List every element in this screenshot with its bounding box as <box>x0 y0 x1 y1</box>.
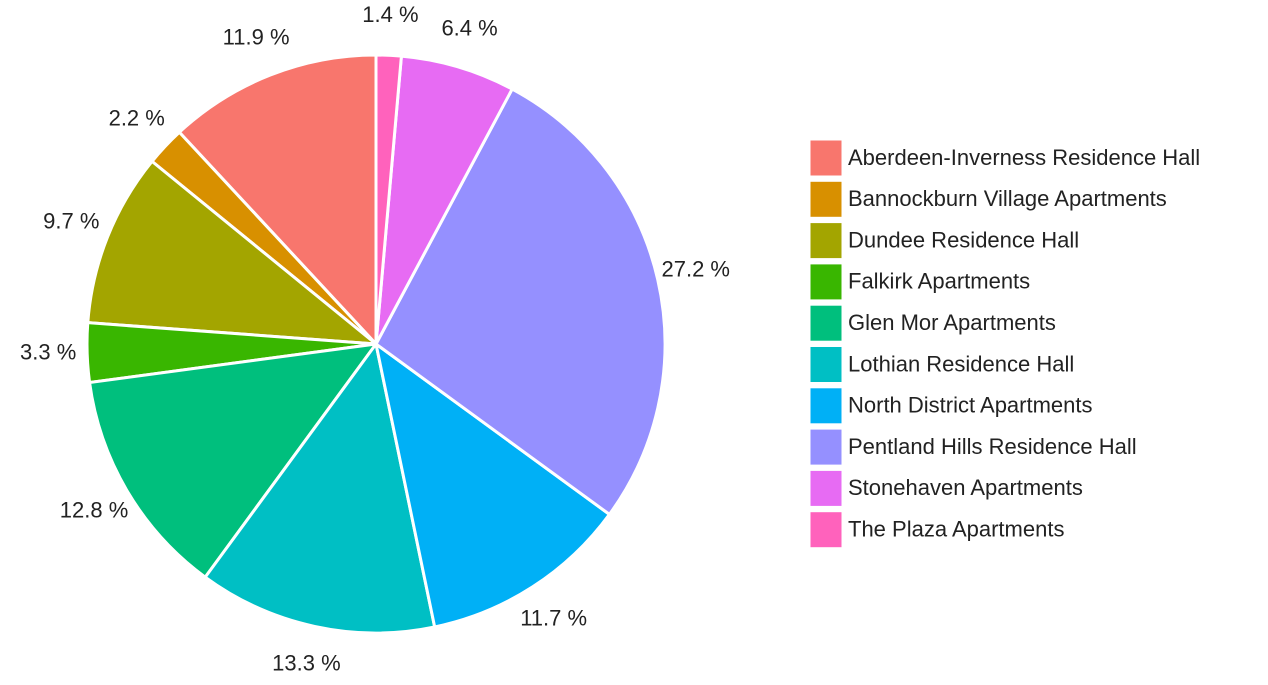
legend-swatch <box>809 469 843 507</box>
pie-slice <box>374 53 404 345</box>
legend-swatch <box>809 222 843 260</box>
slice-label: 11.7 % <box>520 606 587 631</box>
legend-swatch <box>809 346 843 383</box>
slice-label: 3.3 % <box>20 340 76 365</box>
legend-label: Falkirk Apartments <box>848 269 1030 294</box>
pie-slice <box>373 340 612 629</box>
legend-swatch <box>809 263 843 301</box>
legend-label: Dundee Residence Hall <box>848 227 1079 252</box>
slice-label: 27.2 % <box>661 257 730 282</box>
legend-label: Pentland Hills Residence Hall <box>848 434 1137 459</box>
slice-label: 6.4 % <box>441 15 497 40</box>
legend-swatch <box>809 387 843 425</box>
legend-swatch <box>809 511 843 549</box>
legend-swatch <box>809 304 843 342</box>
legend-swatch <box>809 139 843 177</box>
slice-label: 1.4 % <box>362 2 418 27</box>
legend-label: Aberdeen-Inverness Residence Hall <box>848 145 1200 170</box>
legend-label: Bannockburn Village Apartments <box>848 186 1167 211</box>
legend-label: The Plaza Apartments <box>848 517 1064 542</box>
slice-label: 11.9 % <box>223 25 290 50</box>
pie-slice <box>177 53 378 348</box>
slice-label: 9.7 % <box>43 208 99 233</box>
slice-label: 2.2 % <box>109 105 165 130</box>
legend-label: North District Apartments <box>848 393 1093 418</box>
slice-label: 13.3 % <box>272 650 341 675</box>
legend-label: Glen Mor Apartments <box>848 310 1056 335</box>
legend-label: Lothian Residence Hall <box>848 351 1074 376</box>
pie-slice <box>86 159 381 346</box>
legend-swatch <box>809 428 843 466</box>
slice-label: 12.8 % <box>60 497 129 522</box>
pie-slice <box>203 340 437 635</box>
pie-slice <box>374 87 667 517</box>
legend-label: Stonehaven Apartments <box>848 475 1083 500</box>
pie-slice <box>87 342 380 580</box>
legend-swatch <box>809 180 843 218</box>
pie-slice <box>374 54 515 345</box>
